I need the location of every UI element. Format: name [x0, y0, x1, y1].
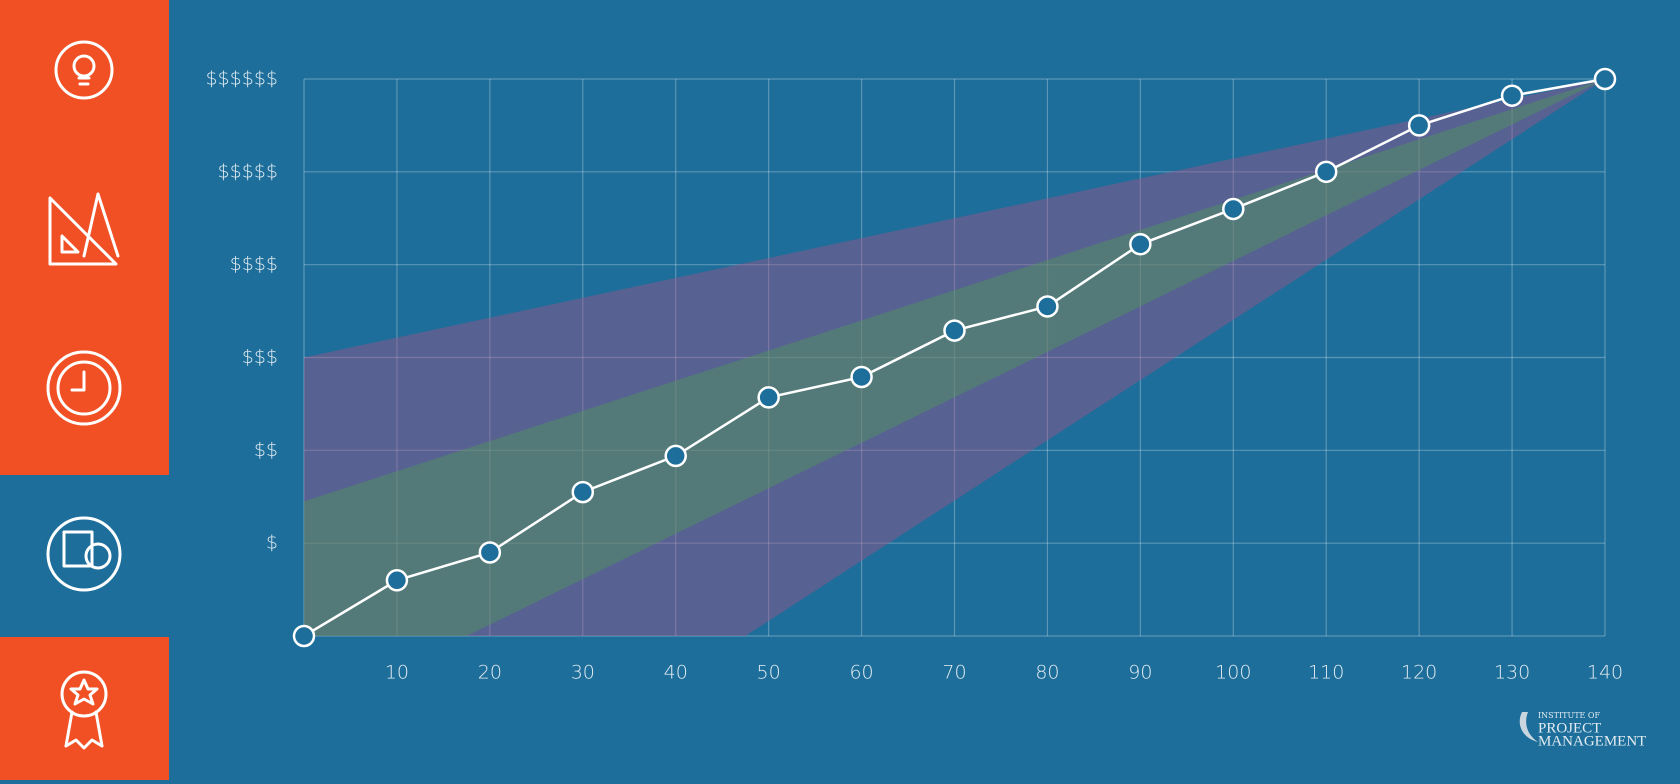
x-tick-label: 110 — [1308, 662, 1344, 684]
band — [304, 79, 1605, 636]
point — [1222, 197, 1245, 221]
award-icon[interactable] — [60, 670, 108, 750]
point — [1407, 114, 1431, 137]
y-tick-label: $$$$$ — [218, 160, 278, 182]
gear-icon[interactable] — [54, 40, 114, 100]
y-tick-label: $ — [266, 532, 278, 554]
logo-text: MANAGEMENT — [1538, 733, 1646, 749]
sidebar-bottom[interactable] — [0, 637, 169, 780]
logo-mark — [1519, 712, 1538, 742]
point — [571, 480, 595, 504]
point — [1500, 84, 1524, 107]
point — [757, 386, 780, 409]
x-tick-label: 20 — [478, 662, 502, 684]
logo-text: PROJECT — [1538, 720, 1601, 736]
x-tick-label: 30 — [571, 662, 595, 684]
x-tick-label: 40 — [664, 662, 688, 684]
sidebar-top — [0, 0, 169, 475]
x-tick-label: 130 — [1494, 662, 1530, 684]
point — [1036, 295, 1059, 318]
point — [292, 624, 316, 648]
x-tick-label: 80 — [1035, 662, 1059, 684]
point — [664, 444, 687, 468]
point — [943, 319, 966, 342]
coins-icon[interactable] — [46, 516, 122, 592]
clock-icon[interactable] — [46, 350, 122, 426]
logo: INSTITUTE OF PROJECT MANAGEMENT — [1519, 711, 1646, 749]
x-tick-label: 60 — [849, 662, 873, 684]
y-tick-label: $$$ — [242, 346, 278, 368]
point — [478, 541, 502, 564]
point — [850, 365, 873, 389]
x-tick-label: 90 — [1128, 662, 1152, 684]
y-tick-label: $$$$$$ — [205, 68, 278, 90]
point — [1593, 67, 1617, 91]
y-tick-label: $$$$ — [230, 253, 278, 275]
x-tick-label: 120 — [1401, 662, 1437, 684]
point — [1314, 160, 1338, 184]
design-icon[interactable] — [48, 192, 120, 266]
band — [304, 79, 1605, 636]
x-tick-label: 10 — [385, 662, 409, 684]
logo-text: INSTITUTE OF — [1538, 711, 1600, 720]
x-tick-label: 70 — [942, 662, 966, 684]
x-tick-label: 140 — [1587, 662, 1623, 684]
y-tick-label: $$ — [254, 439, 278, 461]
point — [1129, 232, 1152, 256]
x-tick-label: 50 — [757, 662, 781, 684]
x-tick-label: 100 — [1215, 662, 1251, 684]
point — [385, 569, 409, 592]
